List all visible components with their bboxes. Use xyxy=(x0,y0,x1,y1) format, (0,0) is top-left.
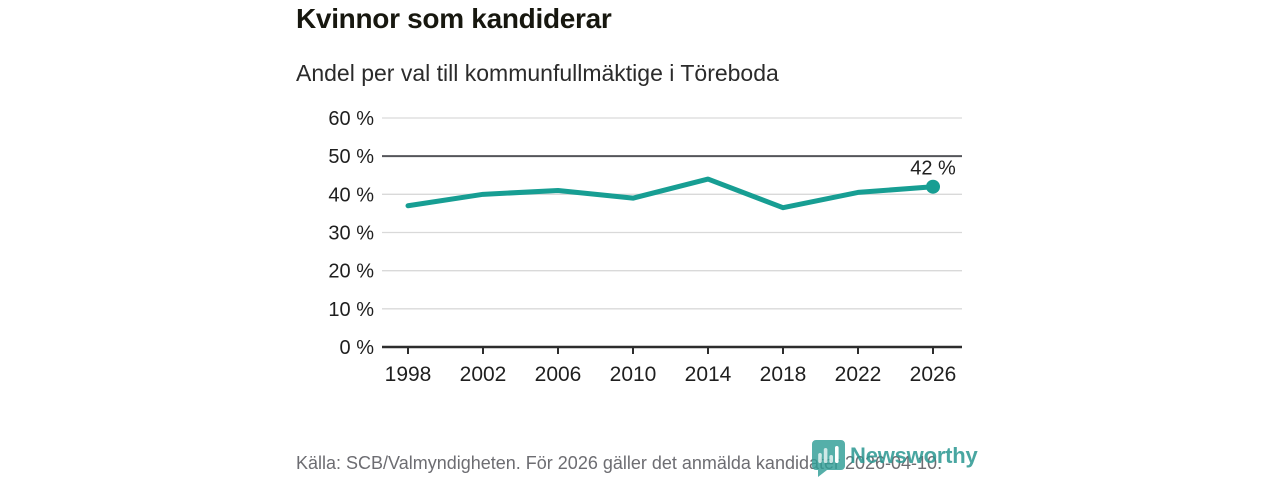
chart-title: Kvinnor som kandiderar xyxy=(296,3,612,34)
end-point-marker xyxy=(926,179,940,194)
last-value-label: 42 % xyxy=(910,158,956,180)
y-tick-label: 10 % xyxy=(328,299,374,321)
bar-chart-speech-bubble-icon xyxy=(812,439,845,482)
newsworthy-logo: Newsworthy xyxy=(812,439,978,482)
x-tick-label: 2006 xyxy=(535,363,582,386)
x-tick-label: 2010 xyxy=(610,363,657,386)
x-tick-label: 2018 xyxy=(760,363,807,386)
y-tick-label: 20 % xyxy=(328,261,374,283)
newsworthy-logo-text: Newsworthy xyxy=(850,443,978,468)
data-line xyxy=(405,176,936,211)
source-note: Källa: SCB/Valmyndigheten. För 2026 gäll… xyxy=(296,453,943,473)
chart-subtitle: Andel per val till kommunfullmäktige i T… xyxy=(296,60,779,86)
y-tick-label: 60 % xyxy=(328,108,374,130)
y-tick-label: 50 % xyxy=(328,146,374,168)
x-tick-label: 1998 xyxy=(385,363,432,386)
x-tick-label: 2014 xyxy=(685,363,732,386)
x-tick-label: 2026 xyxy=(910,363,957,386)
y-tick-label: 40 % xyxy=(328,184,374,206)
x-tick-label: 2022 xyxy=(835,363,882,386)
line-chart: 0 % 10 % 20 % 30 % 40 % 50 % 60 % 1998 2002 2006 2… xyxy=(328,108,962,386)
y-tick-label: 30 % xyxy=(328,223,374,245)
y-tick-label: 0 % xyxy=(340,337,375,359)
x-tick-label: 2002 xyxy=(460,363,507,386)
